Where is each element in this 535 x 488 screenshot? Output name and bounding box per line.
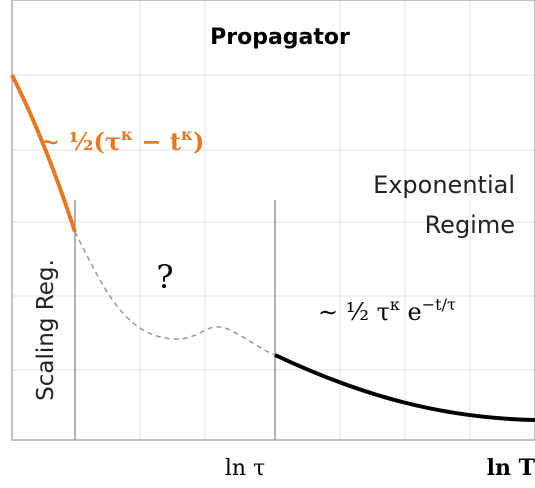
black-curve xyxy=(274,353,535,422)
formula-part: ∼ ½( xyxy=(40,127,105,156)
orange-curve xyxy=(10,74,77,233)
dashed-curve xyxy=(74,231,276,356)
formula-part: κ xyxy=(121,125,133,144)
grid xyxy=(12,0,535,440)
x-label: ln T xyxy=(487,455,535,481)
formula-part: ) xyxy=(193,127,204,156)
x-label: ln τ xyxy=(225,456,265,481)
formula-part: e xyxy=(400,298,422,326)
title: Propagator xyxy=(210,25,350,50)
formula-part: κ xyxy=(181,125,193,144)
formula-part: τ xyxy=(105,127,121,156)
formula-part: − xyxy=(133,127,170,156)
frame xyxy=(11,0,535,441)
formula-part: ∼ ½ τ xyxy=(318,298,390,326)
formula-part: κ xyxy=(390,295,400,314)
regime-label: Regime xyxy=(425,211,515,239)
scaling-label: Scaling Reg. xyxy=(33,259,59,401)
question: ? xyxy=(156,258,173,296)
regime-label: Exponential xyxy=(373,171,515,199)
formula: ∼ ½(τκ − tκ) xyxy=(40,125,204,156)
formula-part: −t/τ xyxy=(422,295,456,314)
formula: ∼ ½ τκ e−t/τ xyxy=(318,295,456,326)
formula-part: t xyxy=(170,127,181,156)
